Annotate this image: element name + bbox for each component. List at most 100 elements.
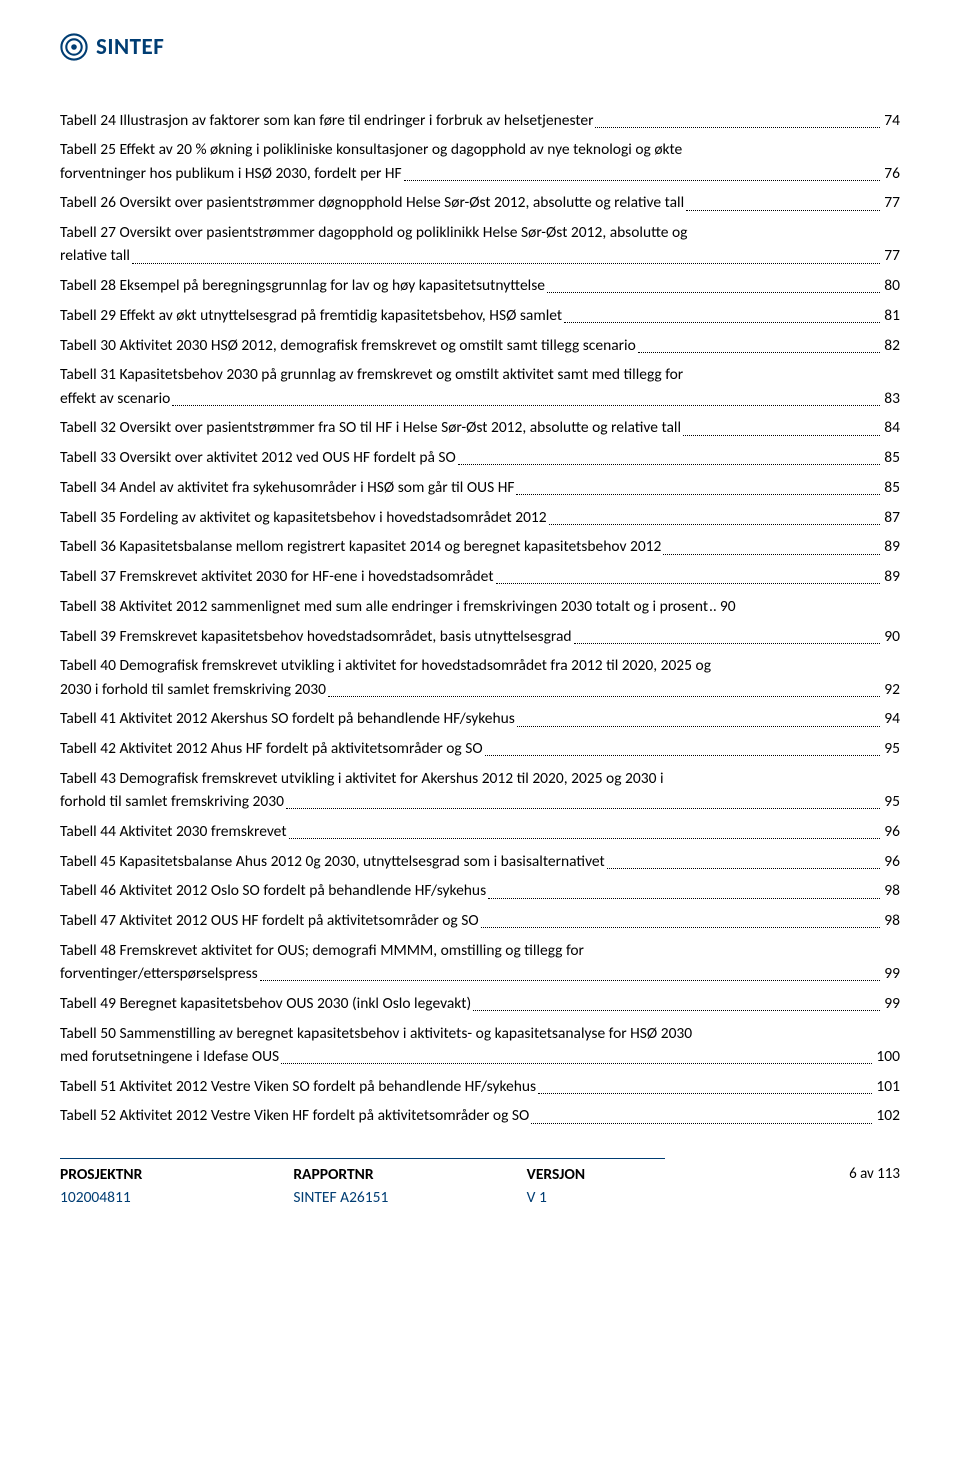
toc-text: Tabell 47 Aktivitet 2012 OUS HF fordelt … [60,909,479,932]
toc-text: Tabell 38 Aktivitet 2012 sammenlignet me… [60,595,708,618]
toc-entry: Tabell 45 Kapasitetsbalanse Ahus 2012 0g… [60,850,900,873]
toc-leader-dots [260,980,881,981]
toc-text: Tabell 44 Aktivitet 2030 fremskrevet [60,820,287,843]
toc-entry: Tabell 43 Demografisk fremskrevet utvikl… [60,767,900,814]
toc-text: Tabell 51 Aktivitet 2012 Vestre Viken SO… [60,1075,536,1098]
toc-leader-dots [564,322,880,323]
toc-entry: Tabell 31 Kapasitetsbehov 2030 på grunnl… [60,363,900,410]
toc-page-number: 85 [882,446,900,469]
toc-page-number: 96 [882,850,900,873]
toc-text-line2: relative tall [60,244,130,267]
toc-entry: Tabell 48 Fremskrevet aktivitet for OUS;… [60,939,900,986]
toc-text: Tabell 36 Kapasitetsbalanse mellom regis… [60,535,661,558]
toc-page-number: 92 [882,678,900,701]
toc-leader-dots [683,435,880,436]
table-of-contents: Tabell 24 Illustrasjon av faktorer som k… [60,109,900,1128]
toc-text-line2: med forutsetningene i Idefase OUS [60,1045,279,1068]
toc-page-number: 82 [882,334,900,357]
toc-text-line2: effekt av scenario [60,387,170,410]
toc-entry: Tabell 32 Oversikt over pasientstrømmer … [60,416,900,439]
toc-entry: Tabell 25 Effekt av 20 % økning i polikl… [60,138,900,185]
toc-entry: Tabell 35 Fordeling av aktivitet og kapa… [60,506,900,529]
toc-leader-dots [638,352,881,353]
toc-text: Tabell 49 Beregnet kapasitetsbehov OUS 2… [60,992,471,1015]
toc-text-line1: Tabell 43 Demografisk fremskrevet utvikl… [60,767,900,790]
toc-text: Tabell 41 Aktivitet 2012 Akershus SO for… [60,707,515,730]
sintef-logo: SINTEF [60,30,900,65]
toc-leader-dots [488,898,880,899]
footer-value-reportnr: SINTEF A26151 [293,1186,526,1209]
toc-leader-dots [172,405,880,406]
toc-leader-dots [286,808,880,809]
toc-page-number: 102 [874,1104,900,1127]
toc-text: Tabell 28 Eksempel på beregningsgrunnlag… [60,274,545,297]
toc-page-number: 95 [882,737,900,760]
toc-text: Tabell 46 Aktivitet 2012 Oslo SO fordelt… [60,879,486,902]
footer-col-report: RAPPORTNR SINTEF A26151 [293,1163,526,1210]
toc-page-number: 77 [882,191,900,214]
toc-text-line1: Tabell 25 Effekt av 20 % økning i polikl… [60,138,900,161]
toc-entry: Tabell 50 Sammenstilling av beregnet kap… [60,1022,900,1069]
footer-rule [60,1158,665,1159]
toc-entry: Tabell 36 Kapasitetsbalanse mellom regis… [60,535,900,558]
toc-text: Tabell 39 Fremskrevet kapasitetsbehov ho… [60,625,572,648]
footer-label-projectnr: PROSJEKTNR [60,1163,293,1186]
toc-entry: Tabell 40 Demografisk fremskrevet utvikl… [60,654,900,701]
toc-entry: Tabell 51 Aktivitet 2012 Vestre Viken SO… [60,1075,900,1098]
toc-text: Tabell 30 Aktivitet 2030 HSØ 2012, demog… [60,334,636,357]
toc-page-number: 99 [882,962,900,985]
toc-page-number: 101 [874,1075,900,1098]
toc-entry: Tabell 38 Aktivitet 2012 sammenlignet me… [60,595,900,618]
toc-text-line1: Tabell 27 Oversikt over pasientstrømmer … [60,221,900,244]
toc-page-number: 89 [882,565,900,588]
toc-leader-dots [595,127,880,128]
toc-entry: Tabell 26 Oversikt over pasientstrømmer … [60,191,900,214]
toc-page-number: 74 [882,109,900,132]
toc-page-number: 100 [874,1045,900,1068]
toc-entry: Tabell 28 Eksempel på beregningsgrunnlag… [60,274,900,297]
toc-page-number: 84 [882,416,900,439]
toc-page-number: 90 [718,595,736,618]
footer-col-version: VERSJON V 1 [527,1163,760,1210]
footer-value-version: V 1 [527,1186,760,1209]
toc-text-line2: forhold til samlet fremskriving 2030 [60,790,284,813]
footer-page-number: 6 av 113 [760,1163,900,1186]
toc-text-line1: Tabell 48 Fremskrevet aktivitet for OUS;… [60,939,900,962]
toc-leader-dots [289,838,881,839]
toc-entry: Tabell 42 Aktivitet 2012 Ahus HF fordelt… [60,737,900,760]
toc-leader-dots [686,210,880,211]
toc-page-number: 96 [882,820,900,843]
toc-text-line1: Tabell 31 Kapasitetsbehov 2030 på grunnl… [60,363,900,386]
toc-page-number: 98 [882,909,900,932]
toc-entry: Tabell 24 Illustrasjon av faktorer som k… [60,109,900,132]
toc-text: Tabell 42 Aktivitet 2012 Ahus HF fordelt… [60,737,483,760]
toc-leader-dots [531,1123,872,1124]
toc-text-line1: Tabell 40 Demografisk fremskrevet utvikl… [60,654,900,677]
toc-leader-dots [473,1010,880,1011]
sintef-logo-text: SINTEF [96,30,164,65]
footer-label-reportnr: RAPPORTNR [293,1163,526,1186]
toc-text-line2: forventinger/etterspørselspress [60,962,258,985]
toc-page-number: 89 [882,535,900,558]
toc-leader-dots [485,755,881,756]
toc-text-line1: Tabell 50 Sammenstilling av beregnet kap… [60,1022,900,1045]
toc-text: Tabell 52 Aktivitet 2012 Vestre Viken HF… [60,1104,529,1127]
toc-page-number: 83 [882,387,900,410]
toc-text-line2: 2030 i forhold til samlet fremskriving 2… [60,678,326,701]
toc-page-number: 77 [882,244,900,267]
toc-leader-dots [547,292,880,293]
toc-page-number: 76 [882,162,900,185]
toc-text: Tabell 32 Oversikt over pasientstrømmer … [60,416,681,439]
toc-text: Tabell 24 Illustrasjon av faktorer som k… [60,109,593,132]
toc-leader-dots: .. [709,595,717,618]
toc-entry: Tabell 34 Andel av aktivitet fra sykehus… [60,476,900,499]
toc-text: Tabell 29 Effekt av økt utnyttelsesgrad … [60,304,562,327]
toc-leader-dots [516,494,880,495]
toc-entry: Tabell 44 Aktivitet 2030 fremskrevet 96 [60,820,900,843]
toc-entry: Tabell 29 Effekt av økt utnyttelsesgrad … [60,304,900,327]
toc-entry: Tabell 46 Aktivitet 2012 Oslo SO fordelt… [60,879,900,902]
footer-col-project: PROSJEKTNR 102004811 [60,1163,293,1210]
toc-leader-dots [481,927,881,928]
toc-leader-dots [328,696,880,697]
toc-entry: Tabell 52 Aktivitet 2012 Vestre Viken HF… [60,1104,900,1127]
